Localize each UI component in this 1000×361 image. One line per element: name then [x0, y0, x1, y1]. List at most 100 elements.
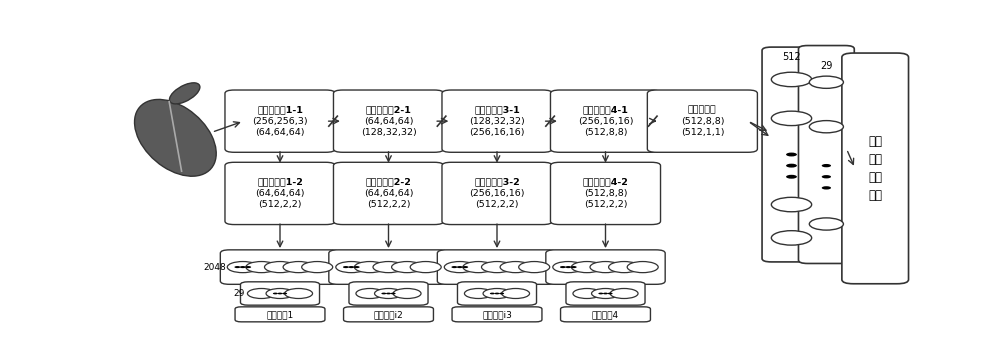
FancyBboxPatch shape [561, 307, 650, 322]
Circle shape [771, 72, 812, 87]
Circle shape [786, 164, 797, 168]
FancyBboxPatch shape [647, 90, 757, 152]
Circle shape [240, 266, 246, 268]
Circle shape [598, 293, 603, 294]
Text: (256,256,3): (256,256,3) [252, 117, 308, 126]
Circle shape [464, 288, 492, 299]
Circle shape [592, 288, 619, 299]
Circle shape [283, 261, 314, 273]
FancyBboxPatch shape [442, 90, 552, 152]
FancyBboxPatch shape [225, 162, 335, 225]
Circle shape [282, 293, 287, 294]
FancyBboxPatch shape [349, 282, 428, 305]
Circle shape [392, 261, 423, 273]
Text: (512,8,8): (512,8,8) [584, 128, 627, 137]
Circle shape [483, 288, 511, 299]
FancyBboxPatch shape [798, 45, 854, 264]
Circle shape [343, 266, 349, 268]
Circle shape [354, 266, 360, 268]
Circle shape [809, 121, 843, 133]
Text: 动态卷积块4-2: 动态卷积块4-2 [583, 178, 628, 187]
Text: 动态卷积块2-2: 动态卷积块2-2 [366, 178, 411, 187]
Text: (64,64,64): (64,64,64) [364, 117, 413, 126]
Circle shape [822, 186, 831, 190]
Text: 阈值判断1: 阈值判断1 [266, 310, 294, 319]
Circle shape [266, 288, 294, 299]
Circle shape [227, 261, 258, 273]
Text: (512,2,2): (512,2,2) [258, 200, 302, 209]
Text: 29: 29 [234, 289, 245, 298]
Circle shape [786, 153, 797, 156]
Text: (256,16,16): (256,16,16) [469, 128, 525, 137]
Text: 阈值判断i3: 阈值判断i3 [482, 310, 512, 319]
FancyBboxPatch shape [333, 162, 444, 225]
Circle shape [571, 261, 602, 273]
Circle shape [565, 266, 571, 268]
Circle shape [356, 288, 384, 299]
FancyBboxPatch shape [225, 90, 335, 152]
Circle shape [373, 261, 404, 273]
Text: (256,16,16): (256,16,16) [469, 189, 525, 198]
FancyBboxPatch shape [842, 53, 909, 284]
Ellipse shape [135, 99, 216, 176]
Circle shape [354, 261, 385, 273]
Circle shape [462, 266, 468, 268]
FancyBboxPatch shape [329, 250, 448, 284]
Circle shape [410, 261, 441, 273]
Text: (64,64,64): (64,64,64) [364, 189, 413, 198]
Circle shape [553, 261, 584, 273]
Text: (512,2,2): (512,2,2) [367, 200, 410, 209]
FancyBboxPatch shape [566, 282, 645, 305]
Circle shape [393, 288, 421, 299]
Text: 29: 29 [820, 61, 833, 70]
Text: 阈值判断i2: 阈值判断i2 [374, 310, 403, 319]
FancyBboxPatch shape [452, 307, 542, 322]
Text: 512: 512 [782, 52, 801, 62]
FancyBboxPatch shape [437, 250, 557, 284]
Circle shape [822, 164, 831, 167]
Circle shape [273, 293, 278, 294]
Text: 平均池化层: 平均池化层 [688, 105, 717, 114]
Text: (512,1,1): (512,1,1) [681, 128, 724, 137]
Text: (128,32,32): (128,32,32) [469, 117, 525, 126]
Text: (512,2,2): (512,2,2) [475, 200, 519, 209]
Circle shape [386, 293, 391, 294]
Circle shape [234, 266, 240, 268]
FancyBboxPatch shape [550, 90, 661, 152]
Circle shape [809, 76, 843, 88]
Text: 动态卷积块3-1: 动态卷积块3-1 [474, 105, 520, 114]
Text: 动态卷积块1-2: 动态卷积块1-2 [257, 178, 303, 187]
Text: 动态卷积块3-2: 动态卷积块3-2 [474, 178, 520, 187]
Circle shape [278, 293, 282, 294]
Text: (512,8,8): (512,8,8) [584, 189, 627, 198]
Circle shape [264, 261, 296, 273]
Circle shape [490, 293, 495, 294]
Text: 动态卷积块1-1: 动态卷积块1-1 [257, 105, 303, 114]
FancyBboxPatch shape [550, 162, 661, 225]
Circle shape [771, 231, 812, 245]
Circle shape [391, 293, 396, 294]
Circle shape [495, 293, 499, 294]
Ellipse shape [169, 83, 200, 104]
FancyBboxPatch shape [344, 307, 433, 322]
Text: (128,32,32): (128,32,32) [361, 128, 416, 137]
Circle shape [627, 261, 658, 273]
Circle shape [302, 261, 333, 273]
Circle shape [444, 261, 475, 273]
Text: (64,64,64): (64,64,64) [255, 189, 305, 198]
Text: (64,64,64): (64,64,64) [255, 128, 305, 137]
Circle shape [603, 293, 608, 294]
Circle shape [381, 293, 386, 294]
FancyBboxPatch shape [333, 90, 444, 152]
Circle shape [560, 266, 566, 268]
Text: 动态卷积块2-1: 动态卷积块2-1 [366, 105, 411, 114]
Text: 多分
类交
叉熵
损失: 多分 类交 叉熵 损失 [868, 135, 882, 202]
Text: 2048: 2048 [204, 262, 227, 271]
Circle shape [457, 266, 463, 268]
Circle shape [285, 288, 313, 299]
Circle shape [245, 266, 251, 268]
Circle shape [247, 288, 275, 299]
Text: 动态卷积块4-1: 动态卷积块4-1 [583, 105, 628, 114]
Circle shape [771, 111, 812, 126]
FancyBboxPatch shape [220, 250, 340, 284]
